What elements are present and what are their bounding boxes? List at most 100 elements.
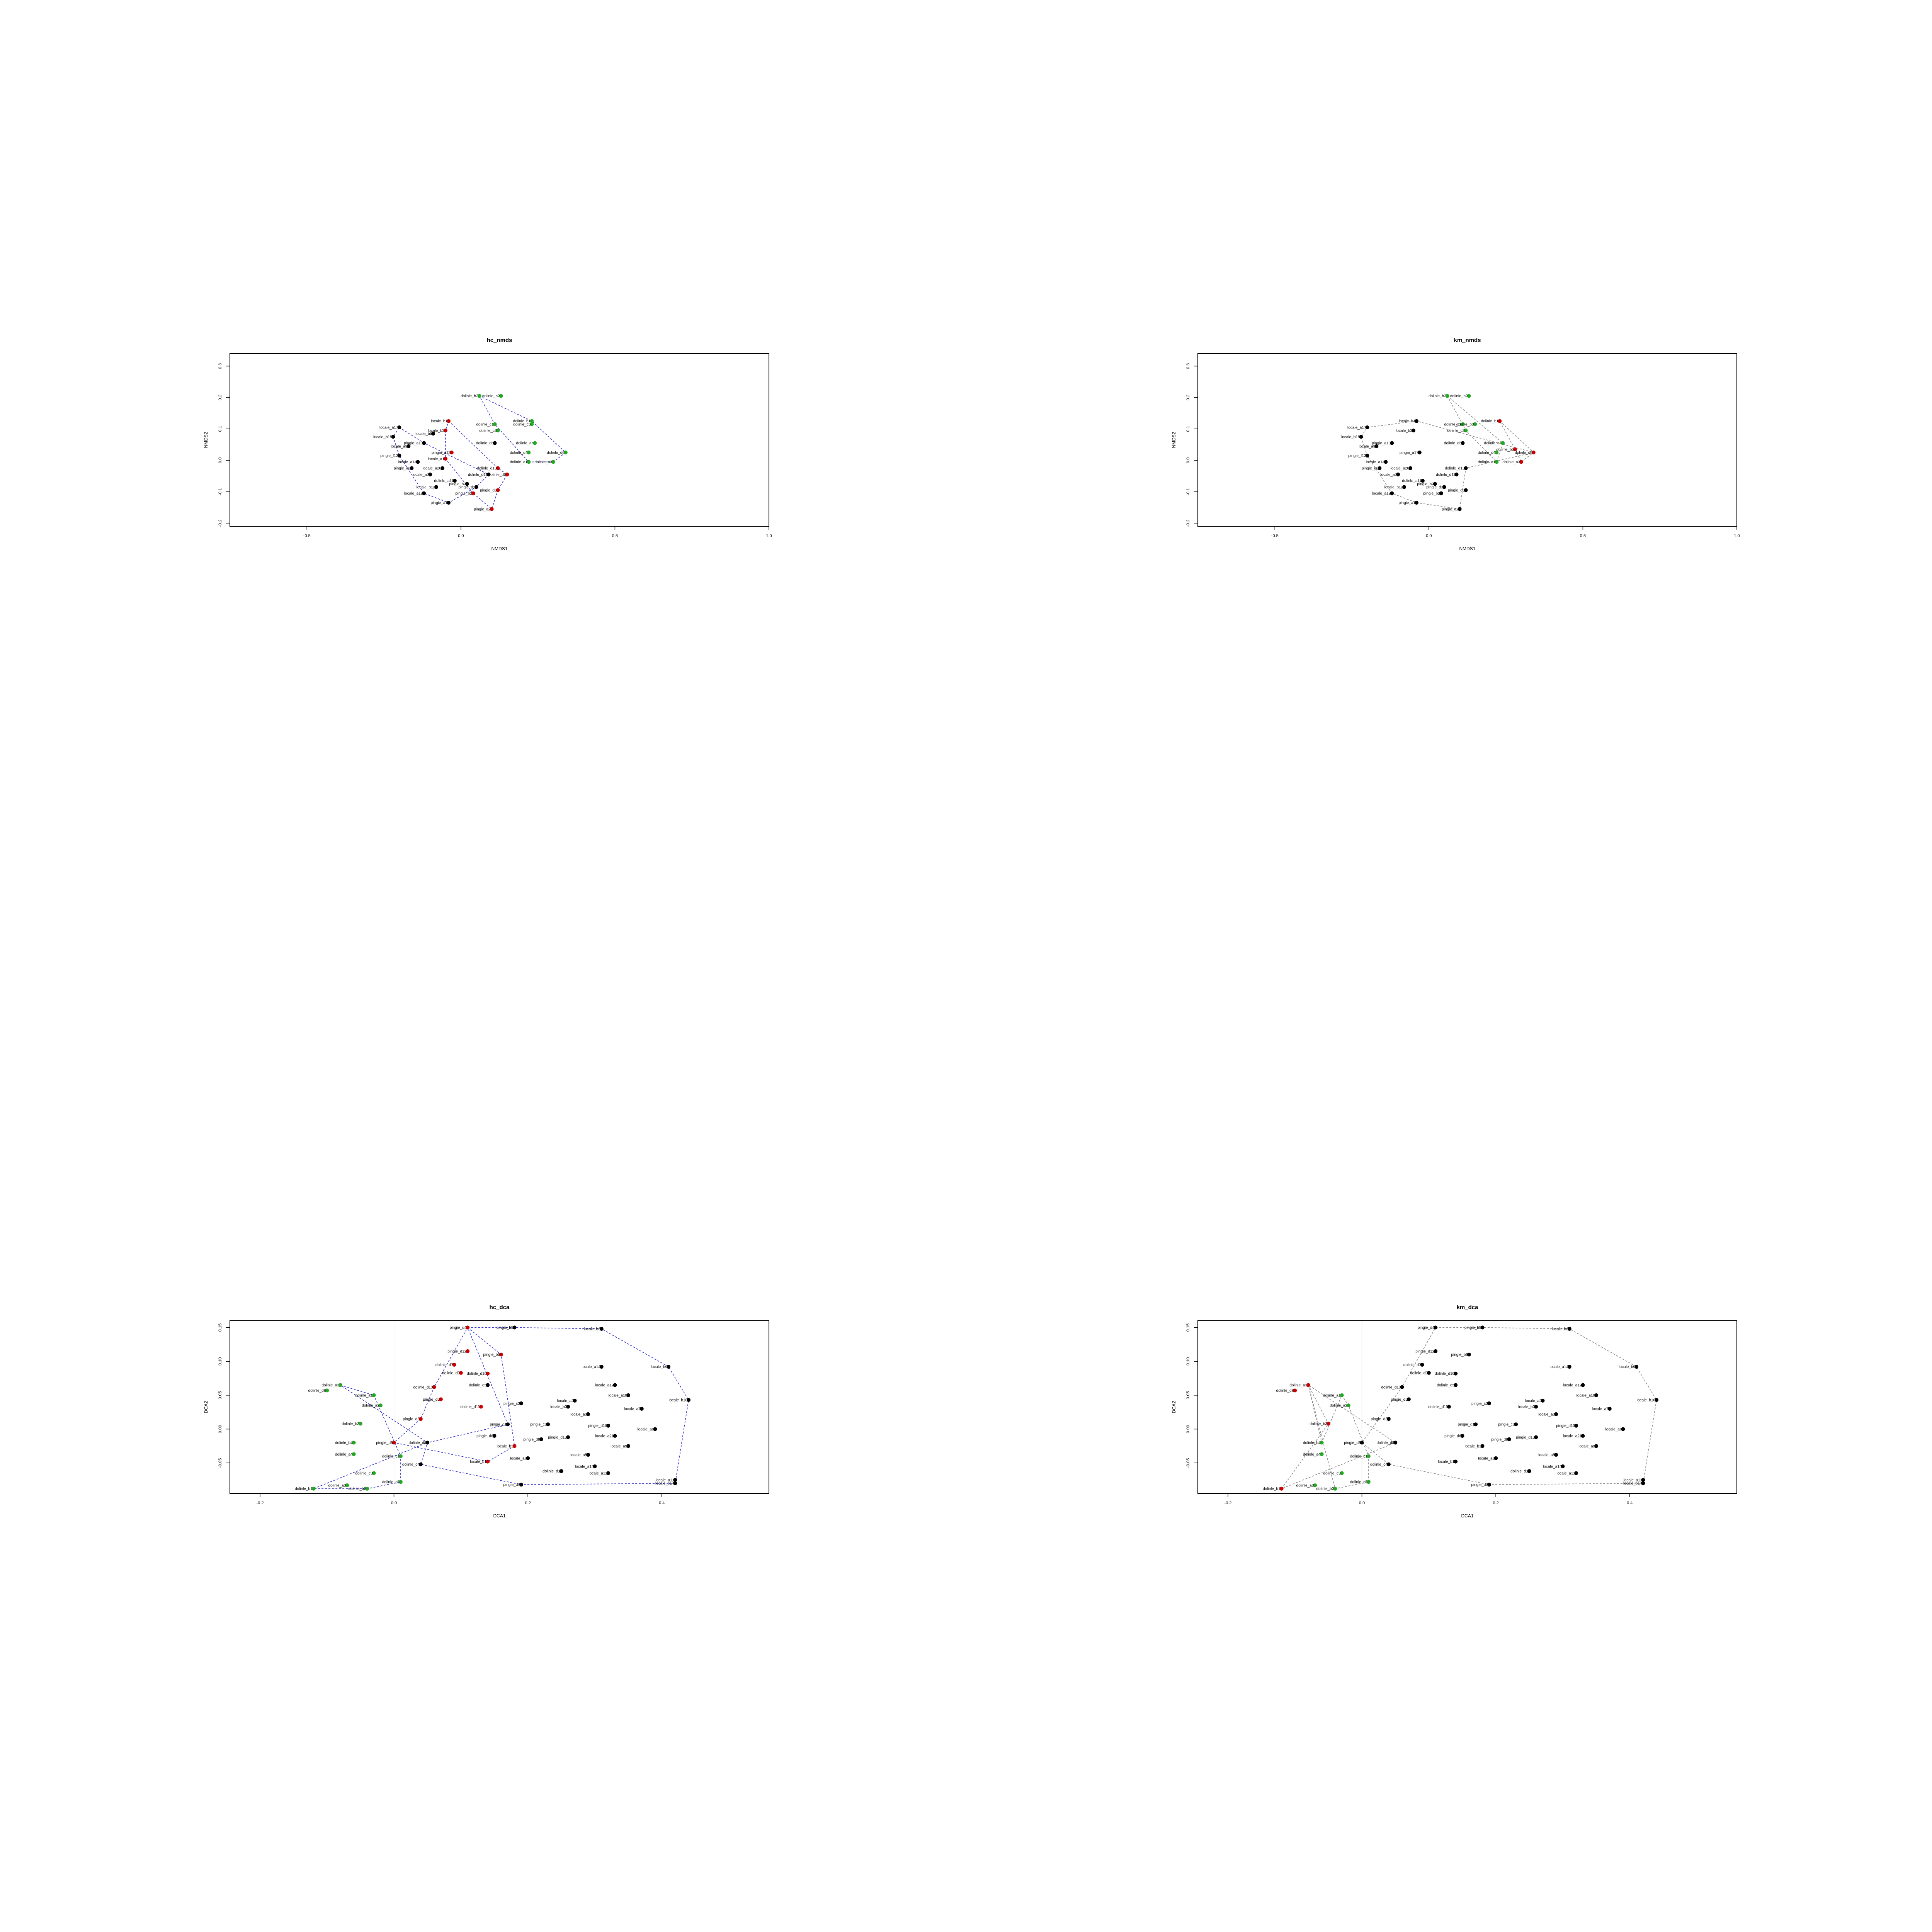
- data-point: [428, 472, 432, 476]
- y-axis-label: NMDS2: [203, 432, 209, 448]
- point-label: dolinle_c5: [513, 422, 531, 427]
- data-point: [422, 441, 426, 445]
- point-label: dolinle_a1: [1478, 460, 1496, 464]
- point-label: pingie_d6: [1448, 488, 1465, 493]
- point-label: dolinle_a4: [1484, 441, 1502, 446]
- data-point: [599, 1327, 604, 1331]
- data-point: [499, 394, 503, 398]
- point-label: dolinle_d8: [308, 1389, 326, 1393]
- point-label: pingie_d3: [1426, 485, 1443, 490]
- point-label: locale_a14: [582, 1365, 600, 1369]
- chart-title: hc_nmds: [487, 337, 512, 344]
- point-label: pingie_d12: [1415, 1349, 1434, 1354]
- point-label: locale_a14: [1549, 1365, 1568, 1369]
- data-point: [449, 451, 454, 455]
- data-point: [1655, 1398, 1659, 1402]
- data-point: [452, 479, 457, 483]
- data-point: [586, 1453, 590, 1457]
- data-point: [1359, 435, 1363, 439]
- point-label: pingie_a10: [404, 441, 423, 446]
- data-point: [1408, 466, 1413, 470]
- point-label: dolinle_d11: [468, 473, 488, 477]
- point-label: pingie_b2: [455, 492, 472, 496]
- point-label: pingie_d8: [1344, 1441, 1361, 1445]
- point-label: pingie_f12: [380, 454, 398, 458]
- data-point: [1531, 451, 1536, 455]
- data-point: [418, 1417, 423, 1421]
- point-label: pingie_b3: [1451, 1353, 1468, 1357]
- data-point: [1574, 1471, 1578, 1475]
- data-point: [539, 1437, 543, 1441]
- data-point: [352, 1452, 356, 1456]
- data-point: [418, 1462, 423, 1466]
- data-point: [1541, 1398, 1545, 1403]
- data-point: [486, 1371, 490, 1376]
- y-tick-label: 0.2: [1186, 395, 1190, 400]
- data-point: [1495, 451, 1499, 455]
- x-tick-label: -0.2: [1224, 1501, 1231, 1505]
- point-label: dolinle_d11: [460, 1405, 480, 1409]
- point-label: dolinle_a3: [328, 1483, 346, 1488]
- point-label: pingie_a17: [1400, 451, 1418, 455]
- point-label: dolinle_a4: [1303, 1452, 1321, 1457]
- point-label: dolinle_d1: [1510, 1469, 1528, 1474]
- data-point: [1412, 429, 1415, 433]
- data-point: [527, 460, 531, 464]
- data-point: [1534, 1435, 1538, 1439]
- y-tick-label: 0.3: [1186, 363, 1190, 369]
- data-point: [466, 1349, 470, 1353]
- data-point: [325, 1388, 329, 1393]
- data-point: [446, 501, 451, 505]
- point-label: dolinle_d13: [1445, 466, 1465, 471]
- data-point: [1474, 1422, 1478, 1427]
- point-label: dolinle_b1: [1481, 419, 1499, 423]
- data-point: [378, 1403, 383, 1408]
- y-tick-label: 0.0: [218, 457, 223, 463]
- point-label: locale_a3: [570, 1412, 587, 1417]
- point-label: dolinle_a3: [321, 1383, 339, 1388]
- data-point: [1360, 1440, 1364, 1445]
- point-label: pingie_d6: [476, 1434, 493, 1439]
- point-label: pingie_a12: [432, 451, 451, 455]
- data-point: [398, 1480, 403, 1484]
- point-label: dolinle_b3: [1310, 1422, 1327, 1426]
- point-label: dolinle_d6: [1444, 441, 1462, 446]
- point-label: locale_b12: [417, 485, 435, 490]
- x-tick-label: 0.0: [1359, 1501, 1365, 1505]
- data-point: [1454, 1459, 1458, 1464]
- point-label: dolinle_b2: [1429, 394, 1446, 398]
- data-point: [1396, 472, 1400, 476]
- data-point: [358, 1422, 362, 1426]
- data-point: [345, 1483, 349, 1487]
- data-point: [452, 1362, 456, 1367]
- data-point: [546, 1422, 550, 1427]
- data-point: [431, 432, 435, 436]
- data-point: [1340, 1393, 1344, 1397]
- data-point: [1390, 441, 1394, 445]
- point-label: locale_a17: [379, 425, 398, 430]
- data-point: [613, 1383, 617, 1387]
- data-point: [1574, 1423, 1578, 1428]
- point-label: dolinle_d5: [488, 473, 506, 477]
- chart-panel-km_dca: km_dca -0.2 0.0 0.2 0.4 -0.05 0.00 0.05 0.10 0.15…: [1171, 1304, 1737, 1519]
- data-point: [490, 507, 494, 511]
- data-point: [1414, 419, 1418, 423]
- data-point: [1346, 1403, 1350, 1408]
- point-label: dolinle_a1: [510, 460, 528, 464]
- point-label: dolinle_d6: [476, 441, 494, 446]
- point-label: pingie_a1: [431, 501, 448, 505]
- point-label: locale_b1: [1438, 1460, 1454, 1464]
- point-label: locale_a2: [1525, 1399, 1542, 1403]
- point-label: dolinle_b2: [461, 394, 478, 398]
- point-label: locale_b14: [1623, 1481, 1642, 1486]
- data-point: [527, 451, 531, 455]
- point-label: pingie_d7: [1471, 1483, 1488, 1487]
- x-tick-label: -0.5: [1271, 534, 1279, 538]
- data-point: [398, 1454, 403, 1458]
- y-tick-label: 0.10: [218, 1357, 223, 1365]
- data-point: [422, 491, 426, 495]
- data-point: [1386, 1417, 1391, 1421]
- data-point: [667, 1365, 671, 1369]
- point-label: pingie_d6: [1444, 1434, 1461, 1439]
